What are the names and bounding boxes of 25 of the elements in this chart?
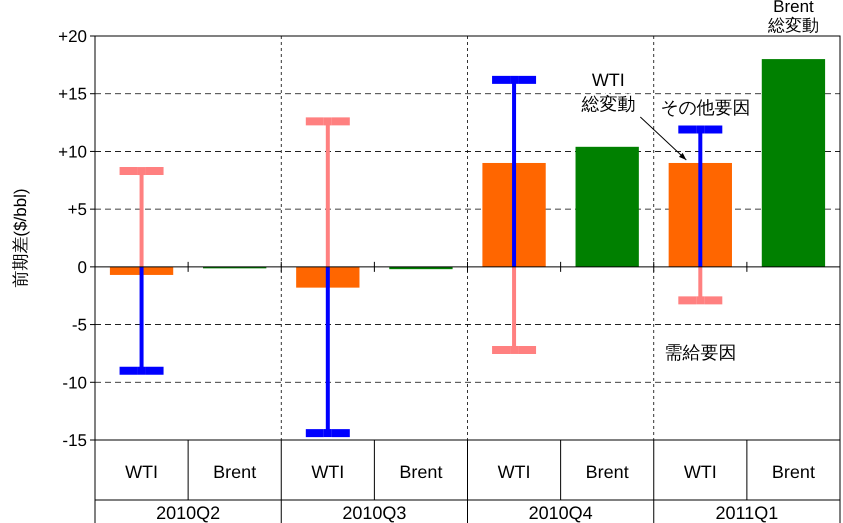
x-tick-label: WTI [684, 462, 717, 482]
y-tick-label: -5 [72, 316, 87, 335]
x-tick-label: Brent [213, 462, 256, 482]
text: 2010Q2 [156, 503, 220, 523]
x-tick-label: Brent [586, 462, 629, 482]
y-tick-label: -10 [62, 373, 87, 392]
text: 2010Q4 [528, 503, 593, 523]
x-tick-label: Brent [772, 462, 815, 482]
y-axis-title: 前期差($/bbl) [11, 188, 30, 288]
text: 2011Q1 [716, 503, 778, 523]
x-tick-label: WTI [498, 462, 531, 482]
x-tick-label: WTI [125, 462, 158, 482]
y-tick-label: +20 [58, 27, 87, 46]
x-tick-label: WTI [311, 462, 344, 482]
y-tick-label: +10 [58, 142, 87, 162]
series-label: その他要因 [660, 97, 750, 118]
x-tick-label: Brent [399, 462, 442, 482]
y-tick-label: 0 [78, 258, 87, 277]
y-tick-label: -15 [62, 431, 87, 450]
y-tick-label: +5 [68, 200, 87, 220]
text: 2010Q3 [342, 503, 406, 523]
series-label: Brent 総変動 [766, 0, 819, 36]
y-tick-label: +15 [58, 84, 87, 104]
text: 需給要因 [664, 342, 736, 362]
text: WTI 総変動 [580, 70, 636, 114]
